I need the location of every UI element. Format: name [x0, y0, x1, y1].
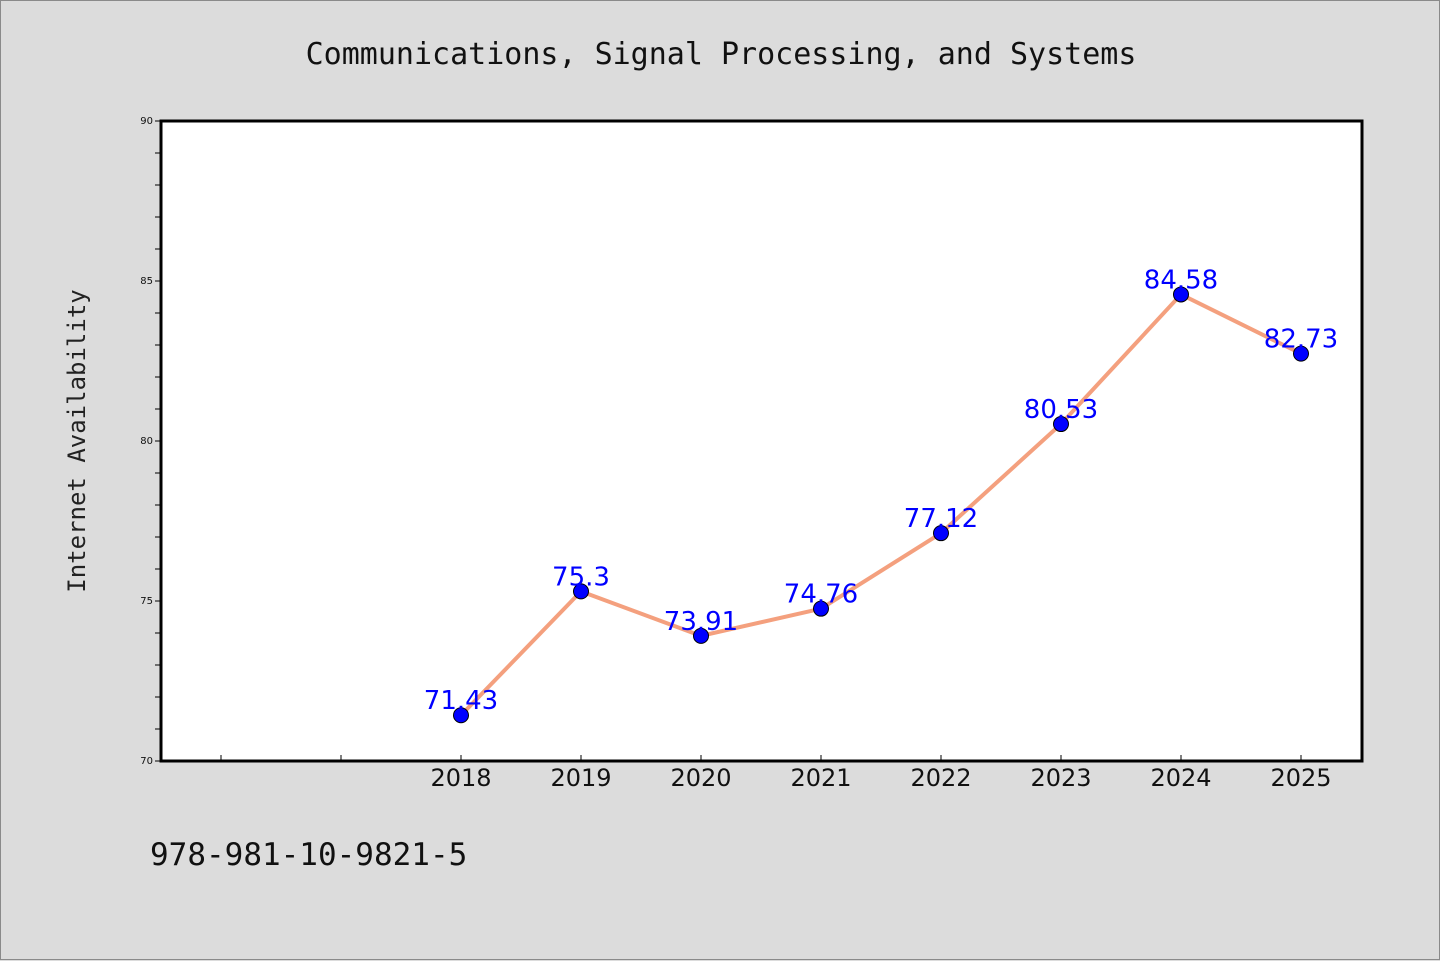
- data-point: [933, 525, 949, 542]
- y-axis: 70 75 80 85 90: [140, 116, 161, 767]
- data-label: 74.76: [784, 580, 858, 610]
- x-tick-label: 2022: [910, 764, 971, 792]
- data-label: 82.73: [1264, 325, 1338, 355]
- data-label: 77.12: [904, 504, 978, 534]
- data-series: [453, 286, 1309, 724]
- data-label: 75.3: [552, 562, 610, 592]
- data-point: [1293, 345, 1309, 362]
- x-tick-label: 2024: [1150, 764, 1211, 792]
- x-tick-label: 2019: [550, 764, 611, 792]
- chart-title: Communications, Signal Processing, and S…: [306, 37, 1137, 72]
- data-label: 73.91: [664, 607, 738, 637]
- x-tick-label: 2021: [790, 764, 851, 792]
- y-tick-label: 75: [140, 596, 153, 607]
- series-line: [459, 292, 1302, 717]
- y-tick-label: 90: [140, 116, 153, 127]
- data-point: [693, 627, 709, 644]
- data-labels: 71.43 75.3 73.91 74.76 77.12 80.53 84.58 82.73: [424, 265, 1338, 716]
- data-point: [813, 600, 829, 617]
- x-tick-label: 2025: [1270, 764, 1331, 792]
- data-point: [573, 583, 589, 600]
- data-point: [1173, 286, 1189, 303]
- footnote-isbn: 978-981-10-9821-5: [150, 837, 467, 873]
- y-tick-label: 70: [140, 756, 153, 767]
- x-tick-label: 2023: [1030, 764, 1091, 792]
- x-axis: 2018 2019 2020 2021 2022 2023 2024 2025: [220, 755, 1332, 792]
- y-tick-label: 80: [140, 436, 153, 447]
- x-tick-label: 2020: [670, 764, 731, 792]
- data-point: [453, 707, 469, 724]
- data-label: 84.58: [1144, 265, 1218, 295]
- y-tick-label: 85: [140, 276, 153, 287]
- y-axis-label: Internet Availability: [63, 289, 91, 592]
- data-point: [1053, 416, 1069, 433]
- plot-area: [159, 119, 1364, 763]
- data-label: 71.43: [424, 686, 498, 716]
- x-tick-label: 2018: [430, 764, 491, 792]
- data-label: 80.53: [1024, 395, 1098, 425]
